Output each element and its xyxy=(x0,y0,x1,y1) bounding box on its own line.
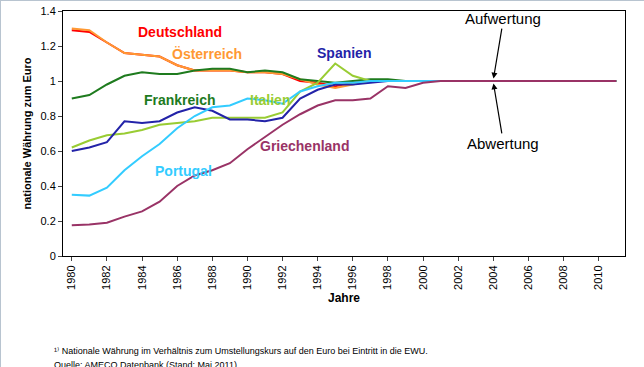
svg-text:2004: 2004 xyxy=(487,265,499,289)
svg-text:Italien: Italien xyxy=(250,92,290,108)
svg-text:0.2: 0.2 xyxy=(41,215,56,227)
svg-text:Österreich: Österreich xyxy=(172,46,242,62)
svg-text:1980: 1980 xyxy=(65,265,77,289)
svg-text:Frankreich: Frankreich xyxy=(144,92,216,108)
svg-text:1.2: 1.2 xyxy=(41,40,56,52)
svg-text:Aufwertung: Aufwertung xyxy=(465,10,541,27)
svg-text:Jahre: Jahre xyxy=(328,291,360,305)
svg-text:¹⁾ Nationale Währung im Verhäl: ¹⁾ Nationale Währung im Verhältnis zum U… xyxy=(54,346,428,356)
svg-text:1982: 1982 xyxy=(100,265,112,289)
svg-text:1986: 1986 xyxy=(171,265,183,289)
svg-text:0.4: 0.4 xyxy=(41,180,56,192)
svg-text:Abwertung: Abwertung xyxy=(467,135,539,152)
svg-text:Spanien: Spanien xyxy=(317,45,371,61)
svg-text:0.8: 0.8 xyxy=(41,110,56,122)
svg-text:1: 1 xyxy=(50,75,56,87)
svg-text:Portugal: Portugal xyxy=(155,163,212,179)
svg-text:1996: 1996 xyxy=(346,265,358,289)
svg-text:2000: 2000 xyxy=(417,265,429,289)
svg-text:1992: 1992 xyxy=(276,265,288,289)
svg-text:0: 0 xyxy=(50,250,56,262)
svg-text:1988: 1988 xyxy=(206,265,218,289)
svg-text:1994: 1994 xyxy=(311,265,323,289)
svg-text:1990: 1990 xyxy=(241,265,253,289)
svg-text:Griechenland: Griechenland xyxy=(260,138,349,154)
svg-text:2008: 2008 xyxy=(557,265,569,289)
svg-text:2006: 2006 xyxy=(522,265,534,289)
svg-text:1.4: 1.4 xyxy=(41,5,56,17)
svg-text:nationale Währung zum Euro: nationale Währung zum Euro xyxy=(21,57,33,209)
svg-text:1998: 1998 xyxy=(381,265,393,289)
svg-text:2010: 2010 xyxy=(592,265,604,289)
svg-text:0.6: 0.6 xyxy=(41,145,56,157)
svg-text:2002: 2002 xyxy=(452,265,464,289)
svg-text:Quelle: AMECO Datenbank (Stand: Quelle: AMECO Datenbank (Stand: Mai 2011… xyxy=(54,360,239,367)
svg-text:1984: 1984 xyxy=(136,265,148,289)
svg-text:Deutschland: Deutschland xyxy=(138,24,222,40)
